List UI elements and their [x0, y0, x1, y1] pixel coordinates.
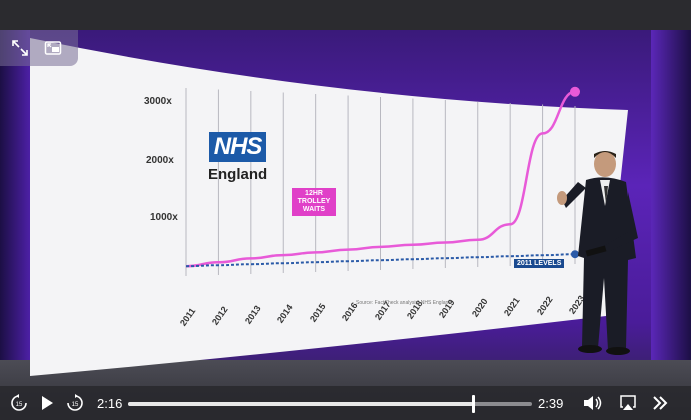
video-frame[interactable]: NHS England 12HR TROLLEY WAITS 2011 LEVE… [0, 30, 691, 420]
skip-forward-icon: 15 [67, 394, 83, 411]
chart-series [185, 86, 580, 268]
current-time: 2:16 [97, 396, 123, 411]
presenter-figure [557, 151, 638, 355]
seek-bar[interactable] [128, 395, 532, 413]
svg-text:15: 15 [16, 402, 23, 408]
series-line-0 [185, 90, 576, 268]
series-label-trolley-waits: 12HR TROLLEY WAITS [292, 188, 336, 216]
series-label-2011-levels: 2011 LEVELS [514, 259, 565, 268]
skip-back-icon: 15 [11, 394, 27, 411]
picture-in-picture-icon[interactable] [44, 39, 62, 62]
chart-grid [185, 88, 576, 276]
series-end-point-0 [570, 86, 580, 97]
video-control-bar: 15 15 2:16 2:39 [0, 386, 691, 420]
duration: 2:39 [538, 396, 564, 411]
source-note: Source: FactCheck analysis, NHS England [356, 300, 452, 306]
nhs-logo-mark: NHS [208, 132, 267, 162]
window-top-bar [0, 0, 691, 30]
more-options-button[interactable] [651, 394, 669, 417]
seek-bar-progress [128, 402, 474, 406]
expand-icon[interactable] [11, 39, 29, 62]
play-button[interactable] [40, 394, 54, 417]
nhs-england-logo: NHS England [208, 132, 267, 183]
video-top-controls [0, 30, 78, 66]
studio-wall-left [0, 30, 30, 370]
airplay-button[interactable] [619, 394, 637, 417]
seek-bar-thumb[interactable] [472, 395, 476, 413]
play-icon [42, 396, 53, 410]
volume-button[interactable] [582, 394, 604, 417]
series-end-point-1 [571, 250, 579, 259]
skip-back-button[interactable]: 15 [10, 394, 28, 417]
skip-forward-button[interactable]: 15 [66, 394, 84, 417]
y-tick-label: 3000x [144, 96, 172, 107]
nhs-logo-subtitle: England [208, 166, 268, 183]
y-tick-label: 2000x [146, 155, 174, 166]
y-tick-label: 1000x [150, 212, 178, 223]
studio-wall-right [651, 30, 691, 370]
svg-text:15: 15 [72, 402, 79, 408]
speaker-icon [584, 396, 602, 410]
airplay-icon [620, 395, 636, 410]
double-chevron-right-icon [653, 396, 668, 410]
